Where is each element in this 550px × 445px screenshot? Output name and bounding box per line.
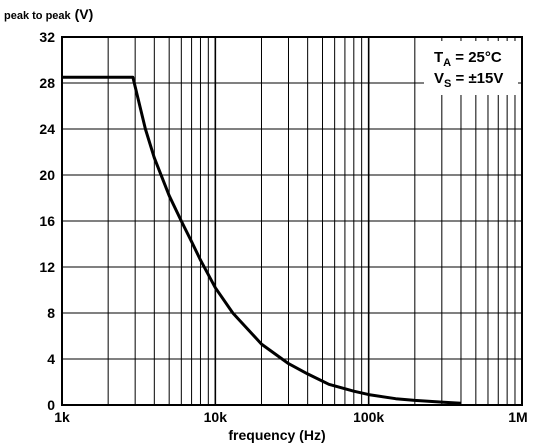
y-tick-label: 4	[47, 351, 55, 367]
legend: TA = 25°C VS = ±15V	[424, 41, 518, 95]
x-tick-label: 10k	[204, 409, 228, 425]
x-tick-label: 1k	[54, 409, 70, 425]
tick-labels: 0 4 8 12 16 20 24 28 32 1k 10k 100k 1M	[39, 29, 527, 425]
y-tick-label: 32	[39, 29, 55, 45]
data-series-line	[62, 75, 462, 405]
plot-frame	[61, 36, 523, 406]
x-tick-label: 100k	[353, 409, 384, 425]
y-tick-label: 24	[39, 121, 55, 137]
legend-line-2: VS = ±15V	[434, 70, 503, 90]
legend-box	[424, 41, 518, 95]
x-axis-label: frequency (Hz)	[228, 427, 325, 443]
y-tick-label: 8	[47, 305, 55, 321]
y-tick-label: 20	[39, 167, 55, 183]
y-tick-label: 12	[39, 259, 55, 275]
y-tick-label: 0	[47, 397, 55, 413]
y-axis-label: peak to peak (V)	[4, 6, 93, 22]
grid-lines	[61, 36, 523, 406]
y-tick-label: 28	[39, 75, 55, 91]
legend-line-1: TA = 25°C	[434, 49, 502, 69]
x-tick-label: 1M	[508, 409, 527, 425]
y-tick-label: 16	[39, 213, 55, 229]
